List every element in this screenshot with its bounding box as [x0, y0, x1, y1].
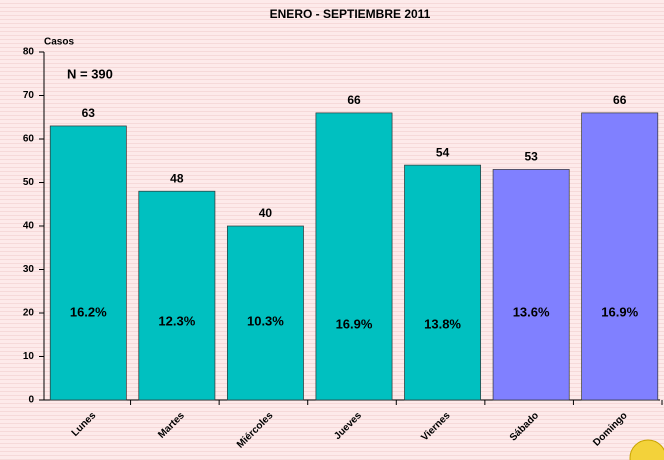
percent-label: 13.6%: [513, 304, 550, 319]
chart-title: ENERO - SEPTIEMBRE 2011: [270, 7, 431, 21]
value-label: 66: [347, 93, 361, 107]
percent-label: 13.8%: [424, 316, 461, 331]
y-tick-label: 80: [23, 47, 35, 58]
x-tick-label: Martes: [156, 410, 187, 441]
logo: [629, 439, 664, 460]
bar: [49, 125, 127, 401]
x-tick-label: Jueves: [332, 410, 364, 442]
y-tick-label: 40: [23, 221, 35, 232]
value-label: 66: [613, 93, 627, 107]
x-tick-label: Domingo: [591, 410, 629, 448]
y-tick-label: 10: [23, 351, 35, 362]
x-tick-label: Sábado: [508, 410, 541, 443]
y-tick-label: 60: [23, 134, 35, 145]
percent-label: 16.2%: [70, 304, 107, 319]
annotation: N = 390: [67, 66, 113, 81]
bar: [138, 190, 216, 401]
y-tick-label: 30: [23, 264, 35, 275]
y-tick-label: 50: [23, 177, 35, 188]
value-label: 53: [524, 150, 538, 164]
percent-label: 16.9%: [601, 304, 638, 319]
value-label: 63: [82, 106, 96, 120]
x-tick-label: Viernes: [419, 410, 453, 444]
x-tick-label: Miércoles: [235, 410, 276, 451]
y-tick-label: 70: [23, 90, 35, 101]
bar: [492, 169, 570, 401]
y-tick-label: 0: [28, 395, 34, 406]
percent-label: 16.9%: [336, 316, 373, 331]
bar: [315, 112, 393, 401]
value-label: 40: [259, 206, 273, 220]
bar: [226, 225, 304, 401]
y-axis-label: Casos: [44, 37, 74, 48]
bar: [404, 164, 482, 401]
x-tick-label: Lunes: [70, 410, 99, 439]
percent-label: 12.3%: [158, 313, 195, 328]
percent-label: 10.3%: [247, 313, 284, 328]
bar: [581, 112, 659, 401]
value-label: 54: [436, 145, 450, 159]
value-label: 48: [170, 171, 184, 185]
y-tick-label: 20: [23, 308, 35, 319]
